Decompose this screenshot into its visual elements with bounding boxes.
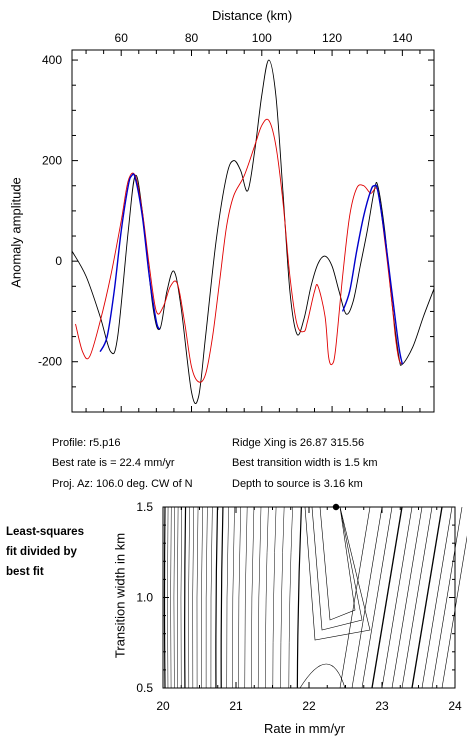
y-tick-label: 1.5: [136, 500, 153, 514]
contour-line: [238, 506, 241, 689]
best-rate-text: Best rate is = 22.4 mm/yr: [52, 457, 175, 469]
anomaly-chart: 60 80 100 120 140 -200 0 200 400: [38, 31, 435, 413]
contour-line: [177, 506, 179, 689]
contour-line: [311, 506, 363, 631]
y-tick-label: 400: [42, 53, 62, 67]
x-tick-label: 20: [156, 699, 170, 713]
contour-line: [441, 535, 467, 689]
contour-line: [192, 506, 194, 689]
bottom-ylabel: Transition width in km: [112, 532, 128, 659]
contour-line: [205, 506, 208, 689]
y-tick-label: 1.0: [136, 591, 153, 605]
x-tick-label: 22: [302, 699, 316, 713]
contour-lines: [163, 506, 467, 689]
series-line-3: [341, 184, 404, 365]
top-chart-series: [71, 59, 435, 404]
contour-line: [173, 506, 175, 689]
x-tick-label: 60: [115, 31, 129, 45]
x-tick-label: 120: [322, 31, 342, 45]
contour-line: [184, 506, 187, 689]
side-label-line-3: best fit: [6, 566, 44, 578]
contour-line: [210, 506, 213, 689]
contour-line: [280, 506, 285, 689]
contour-line: [180, 506, 182, 689]
bottom-xlabel: Rate in mm/yr: [264, 721, 345, 736]
x-tick-label: 80: [185, 31, 199, 45]
side-label-line-1: Least-squares: [6, 526, 84, 538]
x-tick-label: 23: [375, 699, 389, 713]
contour-line: [170, 506, 172, 689]
contour-line: [220, 506, 224, 689]
top-xlabel: Distance (km): [212, 8, 293, 23]
top-chart-ticks: 60 80 100 120 140 -200 0 200 400: [38, 31, 434, 413]
contour-line: [188, 506, 190, 689]
x-tick-label: 24: [448, 699, 462, 713]
contour-line: [411, 506, 443, 689]
side-label: Least-squares fit divided by best fit: [6, 522, 106, 582]
contour-line: [401, 506, 433, 689]
top-chart-frame: [71, 49, 435, 413]
y-tick-label: 0: [55, 254, 62, 268]
contour-line: [232, 506, 235, 689]
series-line-2: [99, 173, 161, 353]
best-transition-text: Best transition width is 1.5 km: [232, 457, 378, 469]
contour-line: [288, 506, 293, 689]
depth-text: Depth to source is 3.16 km: [232, 478, 363, 490]
ridge-xing-text: Ridge Xing is 26.87 315.56: [232, 437, 365, 449]
y-tick-label: 0.5: [136, 681, 153, 695]
contour-line: [371, 506, 403, 689]
x-tick-label: 21: [229, 699, 243, 713]
contour-line: [421, 506, 453, 689]
contour-line: [201, 506, 203, 689]
contour-line: [304, 506, 371, 641]
contour-line: [251, 506, 255, 689]
contour-line: [257, 506, 262, 689]
y-tick-label: -200: [38, 355, 62, 369]
contour-ticks: 20 21 22 23 24 0.5 1.0 1.5: [136, 500, 462, 713]
x-tick-label: 140: [392, 31, 412, 45]
contour-line: [272, 506, 277, 689]
contour-line: [226, 506, 229, 689]
contour-line: [299, 663, 346, 689]
side-label-line-2: fit divided by: [6, 546, 77, 558]
contour-line: [431, 506, 463, 689]
contour-line: [196, 506, 199, 689]
contour-line: [339, 506, 371, 689]
best-fit-marker: [332, 503, 340, 511]
contour-line: [244, 506, 248, 689]
contour-line: [296, 506, 302, 689]
x-tick-label: 100: [252, 31, 272, 45]
contour-line: [351, 506, 383, 689]
contour-line: [361, 506, 393, 689]
contour-line: [381, 506, 413, 689]
contour-line: [215, 506, 219, 689]
series-line-1: [75, 118, 403, 383]
contour-line: [391, 506, 423, 689]
profile-text: Profile: r5.p16: [52, 437, 121, 449]
y-tick-label: 200: [42, 154, 62, 168]
contour-line: [265, 506, 269, 689]
proj-az-text: Proj. Az: 106.0 deg. CW of N: [52, 478, 193, 490]
contour-line: [319, 506, 356, 621]
